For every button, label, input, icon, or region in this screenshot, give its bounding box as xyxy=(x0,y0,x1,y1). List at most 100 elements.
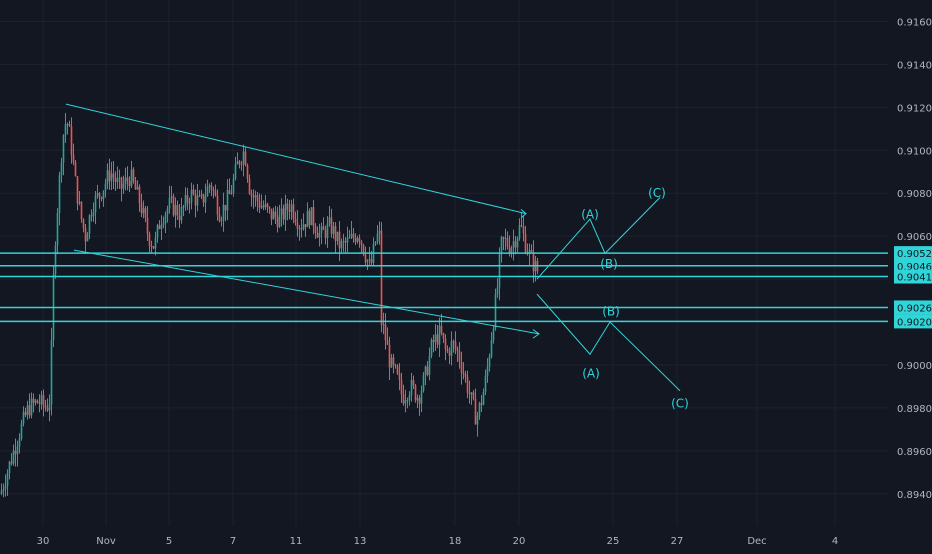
candle-body xyxy=(436,334,439,345)
candle-body xyxy=(352,233,355,238)
candle-body xyxy=(328,217,331,224)
candle-body xyxy=(290,204,293,212)
candle-body xyxy=(134,181,137,190)
candle-body xyxy=(530,249,533,253)
candle-body xyxy=(244,151,247,166)
candle-body xyxy=(106,170,109,184)
candles xyxy=(0,113,539,498)
candle-body xyxy=(78,201,81,204)
candle-body xyxy=(324,229,327,238)
candle-body xyxy=(274,211,277,217)
candle-body xyxy=(314,226,317,233)
time-axis[interactable]: 30 Nov 5 7 11 13 18 20 25 27 Dec 4 xyxy=(0,526,932,550)
candle-body xyxy=(296,222,299,229)
trend-line-upper[interactable] xyxy=(65,103,527,215)
drawings[interactable]: (A) (B) (C) (B) (A) (C) xyxy=(0,103,888,411)
candle-body xyxy=(390,357,393,368)
candle-body xyxy=(248,178,251,194)
candle-body xyxy=(452,341,455,343)
candle-body xyxy=(366,260,369,263)
candle-body xyxy=(16,446,19,455)
candle-body xyxy=(56,213,59,246)
candle-body xyxy=(224,204,227,211)
candle-body xyxy=(186,195,189,203)
candle-body xyxy=(442,332,445,339)
candle-body xyxy=(130,169,133,186)
candle-body xyxy=(398,373,401,380)
candle-body xyxy=(350,233,353,238)
candle-body xyxy=(194,194,197,206)
candle-body xyxy=(380,230,383,325)
candle-body xyxy=(412,380,415,386)
candle-body xyxy=(364,254,367,263)
candle-body xyxy=(92,212,95,217)
candle-body xyxy=(270,208,273,220)
candle-body xyxy=(232,178,235,193)
candle-body xyxy=(178,215,181,221)
candle-body xyxy=(144,208,147,218)
candle-body xyxy=(516,238,519,248)
time-tick-label: Dec xyxy=(747,536,766,547)
candle-body xyxy=(44,405,47,409)
candle-body xyxy=(150,245,153,247)
candle-body xyxy=(348,237,351,239)
candle-body xyxy=(426,366,429,375)
candle-body xyxy=(342,241,345,243)
candle-body xyxy=(254,195,257,198)
candle-body xyxy=(428,355,431,375)
price-level-label: 0.90521 xyxy=(897,249,932,260)
candle-body xyxy=(30,398,33,416)
wave-label: (A) xyxy=(581,208,599,222)
candle-body xyxy=(462,372,465,374)
trend-line-lower[interactable] xyxy=(73,249,540,335)
candle-body xyxy=(2,489,5,491)
candle-body xyxy=(256,195,259,202)
time-tick-label: 25 xyxy=(607,536,620,547)
candle-body xyxy=(216,195,219,215)
candle-body xyxy=(46,408,49,411)
candle-body xyxy=(496,287,499,295)
candle-body xyxy=(374,241,377,245)
candle-body xyxy=(466,376,469,393)
candle-body xyxy=(4,485,7,490)
candle-body xyxy=(58,175,61,214)
candle-body xyxy=(408,395,411,401)
candle-body xyxy=(110,173,113,182)
wave-projection-up[interactable] xyxy=(536,197,661,280)
candle-body xyxy=(148,233,151,246)
candle-body xyxy=(518,225,521,239)
candle-body xyxy=(76,176,79,204)
candle-body xyxy=(404,400,407,404)
candle-body xyxy=(394,364,397,366)
wave-projection-down[interactable] xyxy=(536,293,681,392)
candle-body xyxy=(458,351,461,362)
candle-body xyxy=(20,423,23,439)
candle-body xyxy=(388,344,391,368)
candle-body xyxy=(198,195,201,197)
candle-body xyxy=(486,366,489,376)
candle-body xyxy=(152,246,155,249)
candle-body xyxy=(430,339,433,356)
candle-body xyxy=(174,204,177,216)
candle-body xyxy=(190,189,193,203)
candle-body xyxy=(384,324,387,341)
candle-body xyxy=(480,402,483,405)
candle-body xyxy=(396,365,399,374)
candle-body xyxy=(448,351,451,356)
candle-body xyxy=(444,338,447,350)
price-level-badge xyxy=(894,314,932,329)
candle-body xyxy=(402,394,405,404)
candle-body xyxy=(114,177,117,182)
candle-body xyxy=(38,403,41,405)
wave-label: (B) xyxy=(602,304,620,318)
candle-body xyxy=(474,398,477,425)
time-tick-label: 4 xyxy=(832,536,838,547)
time-tick-label: 13 xyxy=(354,536,367,547)
candle-body xyxy=(510,248,513,254)
